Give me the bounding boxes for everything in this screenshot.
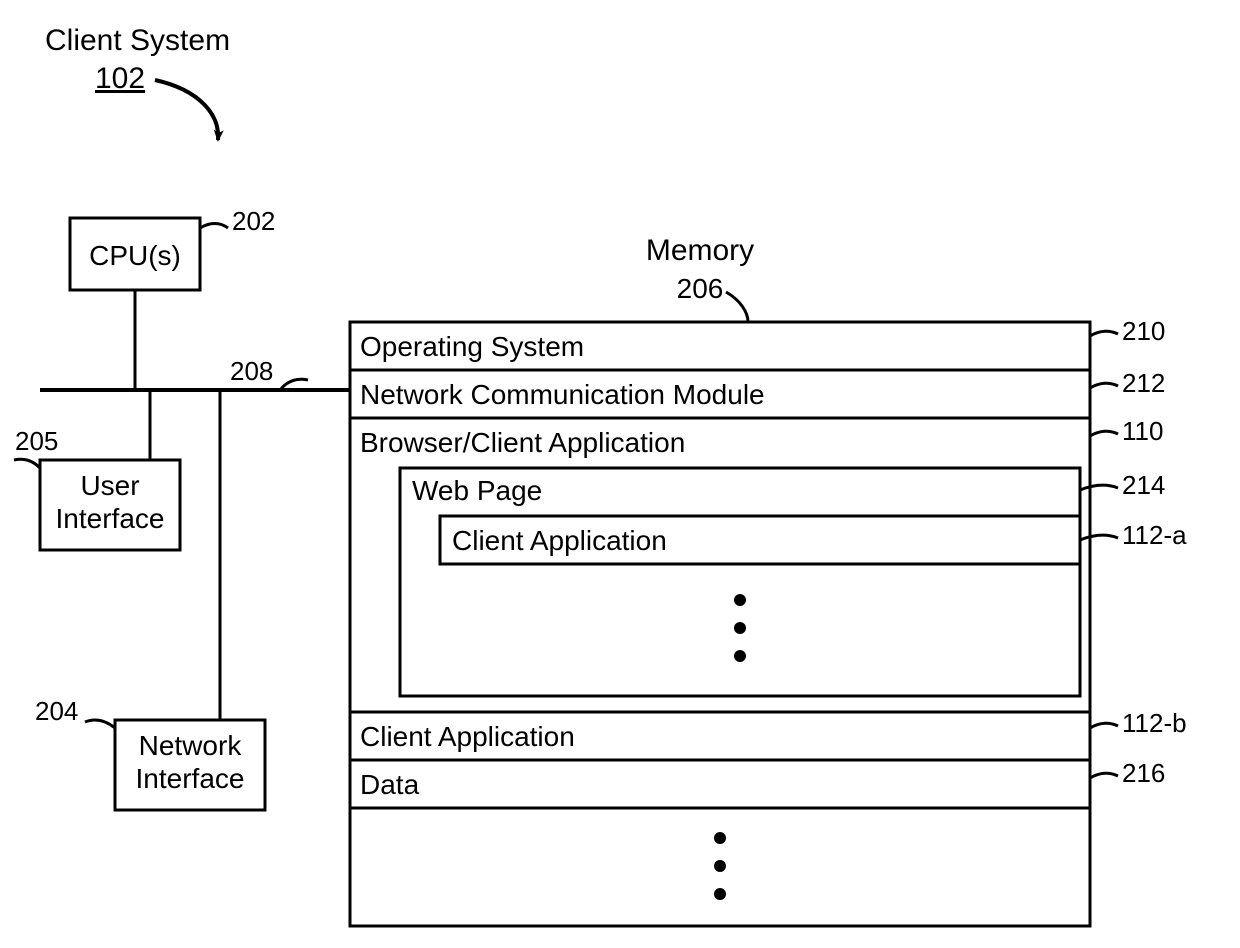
net-label-1: Network xyxy=(139,730,243,761)
ref-112b: 112-b xyxy=(1122,708,1187,738)
memory-container: Operating System Network Communication M… xyxy=(350,322,1090,926)
title-ref: 102 xyxy=(95,62,145,95)
dots-icon xyxy=(714,888,726,900)
ref-hook-210 xyxy=(1090,331,1118,336)
memory-ref-hook xyxy=(726,292,748,322)
ref-214: 214 xyxy=(1122,470,1165,500)
dots-icon xyxy=(714,832,726,844)
row-browser: Browser/Client Application xyxy=(360,427,685,458)
dots-icon xyxy=(734,650,746,662)
ref-112a: 112-a xyxy=(1122,520,1187,550)
ref-212: 212 xyxy=(1122,368,1165,398)
row-data: Data xyxy=(360,769,420,800)
row-ncm: Network Communication Module xyxy=(360,379,765,410)
cpu-ref: 202 xyxy=(232,206,275,236)
row-clientapp-a: Client Application xyxy=(452,525,667,556)
ref-110: 110 xyxy=(1122,416,1163,446)
ref-hook-112a xyxy=(1080,535,1118,540)
ui-label-1: User xyxy=(80,470,139,501)
ui-ref: 205 xyxy=(15,426,58,456)
dots-icon xyxy=(734,622,746,634)
ref-hook-212 xyxy=(1090,383,1118,388)
row-webpage: Web Page xyxy=(412,475,542,506)
row-clientapp-b: Client Application xyxy=(360,721,575,752)
title-arrow xyxy=(155,80,218,140)
ref-hook-214 xyxy=(1080,485,1118,490)
ui-ref-hook xyxy=(14,459,40,468)
dots-icon xyxy=(714,860,726,872)
ref-210: 210 xyxy=(1122,316,1165,346)
bus-ref: 208 xyxy=(230,356,273,386)
cpu-label: CPU(s) xyxy=(89,240,181,271)
net-ref: 204 xyxy=(35,696,78,726)
ref-hook-216 xyxy=(1090,773,1118,778)
ui-label-2: Interface xyxy=(56,503,165,534)
dots-icon xyxy=(734,594,746,606)
ref-hook-112b xyxy=(1090,723,1118,728)
memory-title: Memory xyxy=(646,234,754,267)
cpu-ref-hook xyxy=(200,224,228,229)
net-label-2: Interface xyxy=(136,763,245,794)
title-text: Client System xyxy=(45,24,230,57)
row-os: Operating System xyxy=(360,331,584,362)
ref-hook-110 xyxy=(1090,431,1118,436)
net-ref-hook xyxy=(85,720,115,728)
memory-ref: 206 xyxy=(677,273,724,304)
ref-216: 216 xyxy=(1122,758,1165,788)
